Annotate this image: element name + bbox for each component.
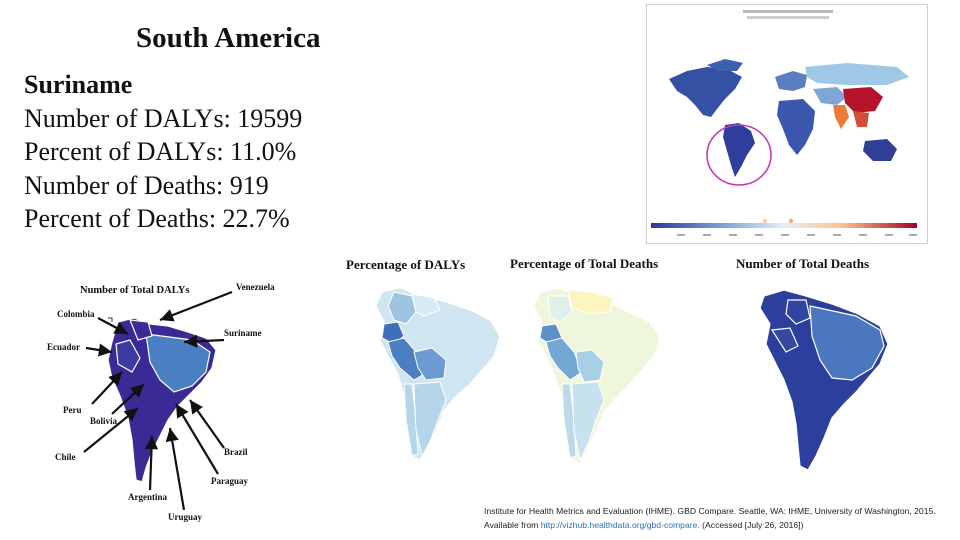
deaths-peru [545, 337, 583, 381]
citation-accessed: (Accessed [July 26, 2016]) [702, 520, 804, 530]
deaths-number-map-title: Number of Total Deaths [736, 256, 870, 271]
south-america-shape [723, 123, 755, 177]
country-stats: Suriname Number of DALYs: 19599 Percent … [24, 68, 302, 236]
world-map-color-scale [651, 223, 917, 228]
callout-ecuador: Ecuador [47, 342, 81, 352]
dalys-percent-map-title: Percentage of DALYs [346, 257, 466, 272]
dalys-venezuela [411, 293, 441, 317]
russia-shape [805, 63, 909, 85]
deaths-number-venezuela [785, 299, 811, 325]
world-map-subtitle-placeholder [747, 16, 829, 19]
dalys-percent: Percent of DALYs: 11.0% [24, 137, 297, 166]
dalys-number-peru [115, 339, 141, 373]
deaths-number-brazil [809, 305, 885, 381]
deaths-number-map [759, 289, 889, 471]
dalys-number-map [107, 317, 217, 483]
scale-tick-placeholders [677, 234, 917, 236]
north-america-shape [669, 67, 742, 117]
callout-venezuela: Venezuela [236, 282, 275, 292]
scale-marker-1 [762, 218, 768, 224]
deaths-percent: Percent of Deaths: 22.7% [24, 204, 290, 233]
dalys-peru [387, 337, 425, 381]
deaths-chile [561, 383, 577, 459]
india-shape [833, 105, 849, 129]
citation-text: Institute for Health Metrics and Evaluat… [484, 506, 936, 530]
callout-bolivia: Bolivia [90, 416, 118, 426]
citation: Institute for Health Metrics and Evaluat… [484, 504, 960, 532]
dalys-number-brazil [145, 333, 211, 393]
deaths-colombia [547, 295, 573, 323]
greenland-canada-shape [707, 59, 743, 71]
callout-argentina: Argentina [128, 492, 167, 502]
callout-uruguay: Uruguay [168, 512, 203, 522]
africa-shape [777, 99, 815, 155]
deaths-percent-map [533, 287, 661, 465]
deaths-argentina [571, 381, 605, 462]
deaths-number: Number of Deaths: 919 [24, 170, 269, 200]
dalys-bolivia [413, 347, 447, 381]
world-map-title-placeholder [743, 10, 833, 13]
deaths-number-peru [770, 327, 799, 353]
deaths-percent-map-title: Percentage of Total Deaths [510, 256, 659, 271]
region-title: South America [136, 22, 321, 54]
europe-shape [775, 71, 807, 91]
china-shape [843, 87, 883, 113]
australia-shape [863, 139, 897, 161]
deaths-bolivia [575, 349, 605, 383]
southeast-asia-shape [853, 111, 869, 127]
dalys-number-venezuela [129, 319, 153, 341]
dalys-number: Number of DALYs: 19599 [24, 103, 303, 133]
callout-colombia: Colombia [57, 309, 95, 319]
callout-brazil: Brazil [224, 447, 248, 457]
deaths-venezuela [567, 289, 615, 315]
callout-chile: Chile [55, 452, 76, 462]
world-map-thumbnail [646, 4, 928, 244]
dalys-number-map-title: Number of Total DALYs [80, 285, 190, 296]
world-map-graphic [651, 10, 917, 236]
country-name: Suriname [24, 70, 133, 99]
dalys-argentina [413, 381, 447, 458]
dalys-number-island-mark [108, 317, 113, 322]
south-america-highlight-circle [706, 124, 772, 186]
middle-east-shape [813, 87, 847, 105]
callout-paraguay: Paraguay [211, 476, 248, 486]
callout-suriname: Suriname [224, 328, 262, 338]
callout-arrows [83, 290, 233, 511]
callout-peru: Peru [63, 405, 82, 415]
dalys-percent-map [375, 287, 501, 461]
scale-marker-2 [788, 218, 794, 224]
dalys-chile [403, 383, 419, 457]
citation-link[interactable]: http://vizhub.healthdata.org/gbd-compare… [540, 520, 700, 530]
